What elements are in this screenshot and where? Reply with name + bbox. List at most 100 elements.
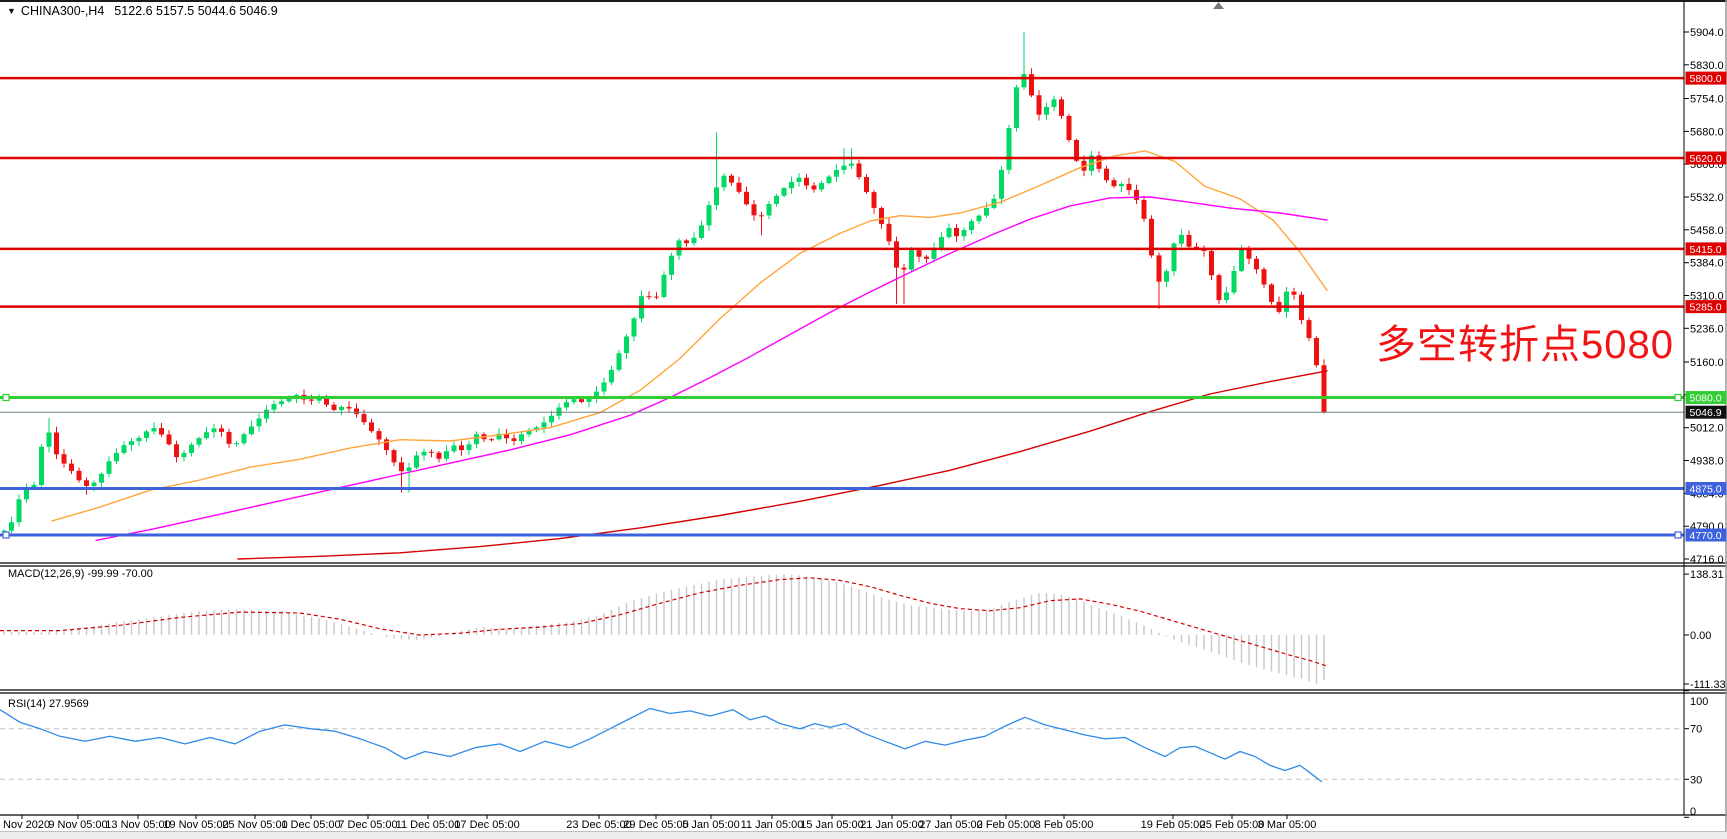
candle-body [136, 437, 142, 442]
candle-body [556, 407, 562, 416]
candle-body [886, 223, 892, 242]
price-tick-label: 5012.0 [1690, 423, 1724, 435]
candle-body [601, 382, 607, 392]
price-label-box-5415.0 [1685, 242, 1727, 256]
candle-body [834, 170, 839, 177]
price-tick-label: 5680.0 [1690, 126, 1724, 138]
scroll-marker-icon[interactable] [1213, 2, 1224, 9]
price-label-box-5800.0 [1685, 71, 1727, 85]
date-tick-label: 29 Dec 05:00 [623, 819, 688, 831]
candle-body [729, 175, 734, 183]
candle-body [271, 404, 277, 410]
candle-body [1269, 284, 1274, 302]
ma-fast-line [51, 150, 1328, 522]
price-tick-label: 5160.0 [1690, 357, 1724, 369]
candle-body [519, 434, 524, 441]
candle-body [744, 191, 749, 205]
candle-body [571, 399, 577, 403]
candle-body [826, 176, 832, 184]
line-handle[interactable] [1674, 531, 1682, 539]
candle-body [46, 432, 52, 447]
price-label-box-4770.0 [1685, 528, 1727, 542]
rsi-panel[interactable]: 100 70 30 0 [0, 690, 1708, 818]
price-tick-label: 5532.0 [1690, 192, 1724, 204]
candle-body [361, 414, 367, 423]
candle-body [1164, 271, 1169, 282]
price-tick-label: 5830.0 [1690, 60, 1724, 72]
rsi-scale-label: 0 [1690, 806, 1696, 818]
candle-body [616, 353, 622, 370]
rsi-line [0, 707, 1323, 783]
candle-body [99, 473, 104, 483]
candle-body [1014, 87, 1019, 129]
candle-body [9, 522, 14, 531]
candle-body [24, 487, 29, 500]
candle-body [579, 399, 584, 402]
price-tick-label: 4938.0 [1690, 456, 1724, 468]
candle-body [631, 318, 637, 337]
candle-body [984, 207, 989, 216]
candle-body [129, 441, 134, 446]
line-handle[interactable] [2, 393, 10, 402]
candle-body [219, 428, 224, 432]
price-label-text: 5620.0 [1690, 153, 1722, 165]
candle-body [429, 451, 434, 453]
candle-body [196, 438, 202, 445]
candle-body [61, 454, 67, 464]
price-label-text: 5285.0 [1690, 302, 1722, 314]
price-tick-label: 5458.0 [1690, 225, 1724, 237]
price-label-text: 4875.0 [1690, 484, 1722, 496]
candle-body [1209, 251, 1214, 276]
candle-body [1224, 292, 1229, 301]
macd-indicator-label: MACD(12,26,9) -99.99 -70.00 [8, 568, 153, 580]
price-label-box-5620.0 [1685, 151, 1727, 165]
candle-body [804, 177, 809, 186]
price-label-text: 5800.0 [1690, 73, 1722, 85]
candle-body [1, 530, 7, 532]
price-label-text: 5080.0 [1690, 393, 1722, 405]
line-handle[interactable] [1674, 393, 1682, 402]
candle-body [339, 406, 344, 410]
candle-body [264, 409, 269, 419]
candlestick-series[interactable] [1, 32, 1327, 536]
candle-body [114, 452, 119, 462]
candle-body [1171, 243, 1177, 272]
symbol-dropdown-icon[interactable]: ▼ [7, 6, 16, 16]
candle-body [864, 177, 869, 193]
line-handle[interactable] [2, 531, 10, 539]
candle-body [684, 240, 689, 244]
candle-body [939, 237, 944, 249]
price-label-text: 5046.9 [1690, 407, 1722, 419]
candle-body [1104, 168, 1109, 181]
candle-body [646, 296, 652, 298]
candle-body [924, 256, 929, 259]
macd-panel[interactable]: 138.31 0.00 -111.33 [0, 569, 1726, 691]
candle-body [1111, 180, 1117, 187]
candle-body [1134, 189, 1139, 200]
date-tick-label: 27 Jan 05:00 [919, 819, 983, 831]
date-tick-label: 11 Dec 05:00 [396, 819, 461, 831]
price-label-box-5285.0 [1685, 300, 1727, 314]
candle-body [421, 451, 427, 456]
candle-body [901, 267, 907, 270]
candle-body [736, 182, 742, 192]
candle-body [466, 444, 472, 451]
price-label-text: 5415.0 [1690, 244, 1722, 256]
candle-body [226, 431, 232, 444]
date-tick-label: 13 Nov 05:00 [105, 819, 170, 831]
candle-body [106, 461, 112, 474]
candle-body [121, 445, 127, 453]
candle-body [766, 203, 772, 216]
candle-body [594, 391, 599, 399]
candle-body [691, 237, 697, 244]
candle-body [249, 426, 254, 435]
annotation-text[interactable]: 多空转折点5080 [1376, 323, 1674, 367]
date-tick-label: 3 Mar 05:00 [1258, 819, 1317, 831]
candle-body [534, 427, 539, 431]
candle-body [174, 444, 179, 458]
candle-body [1044, 107, 1049, 115]
symbol-timeframe: CHINA300-,H4 [20, 4, 105, 18]
candle-body [159, 428, 164, 435]
